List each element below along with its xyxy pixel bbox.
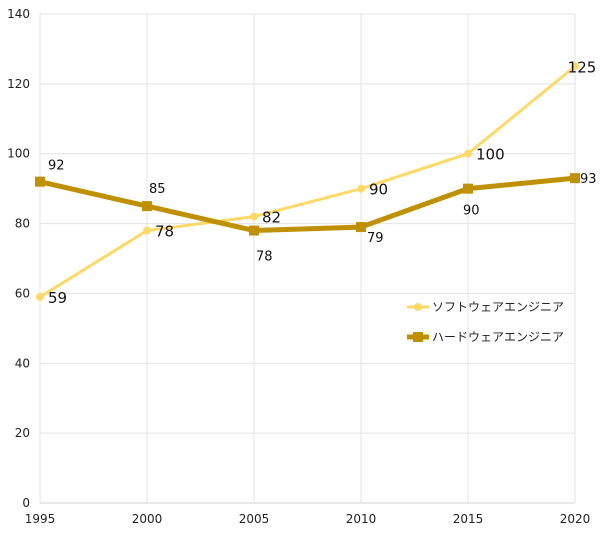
x-tick-label: 2010 [346, 512, 377, 526]
software-data-label: 90 [369, 181, 388, 199]
y-tick-label: 40 [15, 356, 30, 370]
legend-label-software: ソフトウェアエンジニア [432, 300, 564, 314]
hardware-data-label: 79 [367, 231, 384, 246]
y-tick-label: 100 [7, 147, 30, 161]
grid-lines [39, 13, 576, 504]
software-data-label: 59 [48, 289, 67, 307]
hardware-data-label: 92 [48, 159, 65, 174]
hardware-data-label: 93 [580, 172, 597, 187]
software-data-label: 125 [568, 58, 597, 76]
x-tick-label: 2015 [453, 512, 484, 526]
hardware-data-label: 90 [463, 204, 480, 219]
y-tick-label: 80 [15, 217, 30, 231]
hardware-series-point [249, 225, 259, 236]
x-tick-label: 1995 [25, 512, 56, 526]
x-tick-label: 2000 [132, 512, 163, 526]
hardware-series-point [463, 183, 473, 194]
x-tick-label: 2020 [560, 512, 591, 526]
legend-item-software: ソフトウェアエンジニア [407, 300, 564, 314]
x-tick-label: 2005 [239, 512, 270, 526]
y-tick-label: 140 [7, 7, 30, 21]
data-labels: 59 78 82 90 100 125 92 85 78 79 90 93 [48, 58, 597, 307]
series-software-engineer [36, 62, 579, 301]
series-hardware-engineer [35, 173, 580, 236]
software-series-line [38, 64, 577, 299]
software-series-point [464, 149, 472, 158]
hardware-data-label: 78 [256, 250, 273, 265]
hardware-series-point [570, 173, 580, 184]
hardware-series-point [35, 176, 45, 187]
legend-marker-software [414, 303, 422, 311]
y-axis-ticks: 0 20 40 60 80 100 120 140 [7, 7, 30, 510]
legend-marker-hardware [413, 332, 423, 342]
software-data-label: 82 [262, 209, 281, 227]
legend: ソフトウェアエンジニア ハードウェアエンジニア [407, 300, 564, 344]
x-axis-ticks: 1995 2000 2005 2010 2015 2020 [25, 512, 591, 526]
software-data-label: 100 [476, 146, 505, 164]
hardware-data-label: 85 [149, 182, 166, 197]
software-series-point [571, 62, 579, 71]
software-series-point [357, 184, 365, 193]
y-tick-label: 0 [22, 496, 30, 510]
y-tick-label: 20 [15, 426, 30, 440]
hardware-series-point [356, 222, 366, 233]
software-series-point [250, 212, 258, 221]
y-tick-label: 120 [7, 77, 30, 91]
legend-label-hardware: ハードウェアエンジニア [432, 330, 564, 344]
hardware-series-point [142, 201, 152, 212]
y-tick-label: 60 [15, 286, 30, 300]
software-series-point [36, 292, 44, 301]
hardware-series-line [37, 175, 578, 234]
software-data-label: 78 [155, 223, 174, 241]
software-series-point [143, 226, 151, 235]
legend-item-hardware: ハードウェアエンジニア [407, 330, 564, 344]
